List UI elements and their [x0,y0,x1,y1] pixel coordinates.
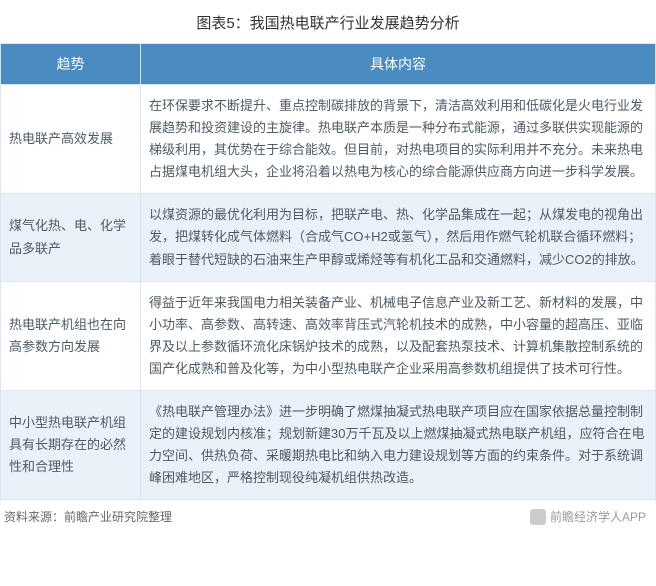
content-cell: 在环保要求不断提升、重点控制碳排放的背景下，清洁高效利用和低碳化是火电行业发展趋… [141,85,656,194]
trend-cell: 煤气化热、电、化学品多联产 [1,194,141,281]
header-trend: 趋势 [1,44,141,85]
table-row: 中小型热电联产机组具有长期存在的必然性和合理性 《热电联产管理办法》进一步明确了… [1,391,656,500]
watermark: 前瞻经济学人APP [530,508,646,525]
trend-cell: 中小型热电联产机组具有长期存在的必然性和合理性 [1,391,141,500]
trend-table: 趋势 具体内容 热电联产高效发展 在环保要求不断提升、重点控制碳排放的背景下，清… [0,43,656,500]
header-content: 具体内容 [141,44,656,85]
table-row: 煤气化热、电、化学品多联产 以煤资源的最优化利用为目标，把联产电、热、化学品集成… [1,194,656,281]
chart-title: 图表5：我国热电联产行业发展趋势分析 [0,0,656,43]
app-icon [530,509,546,525]
content-cell: 以煤资源的最优化利用为目标，把联产电、热、化学品集成在一起；从煤发电的视角出发，… [141,194,656,281]
trend-cell: 热电联产机组也在向高参数方向发展 [1,281,141,390]
trend-cell: 热电联产高效发展 [1,85,141,194]
content-cell: 《热电联产管理办法》进一步明确了燃煤抽凝式热电联产项目应在国家依据总量控制制定的… [141,391,656,500]
content-cell: 得益于近年来我国电力相关装备产业、机械电子信息产业及新工艺、新材料的发展，中小功… [141,281,656,390]
footer: 资料来源：前瞻产业研究院整理 前瞻经济学人APP [0,500,656,533]
chart-container: 图表5：我国热电联产行业发展趋势分析 趋势 具体内容 热电联产高效发展 在环保要… [0,0,656,533]
watermark-text: 前瞻经济学人APP [550,508,646,525]
table-row: 热电联产高效发展 在环保要求不断提升、重点控制碳排放的背景下，清洁高效利用和低碳… [1,85,656,194]
table-header-row: 趋势 具体内容 [1,44,656,85]
table-row: 热电联产机组也在向高参数方向发展 得益于近年来我国电力相关装备产业、机械电子信息… [1,281,656,390]
source-text: 资料来源：前瞻产业研究院整理 [4,508,172,525]
